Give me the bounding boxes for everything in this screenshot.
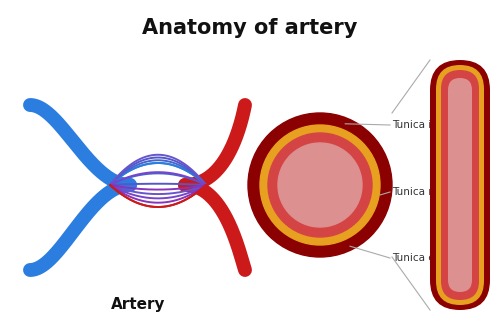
Text: Tunica externa: Tunica externa — [392, 253, 468, 263]
FancyBboxPatch shape — [441, 70, 479, 300]
Text: Anatomy of artery: Anatomy of artery — [142, 18, 358, 38]
Circle shape — [268, 133, 372, 237]
Polygon shape — [248, 155, 290, 215]
FancyBboxPatch shape — [430, 60, 490, 310]
Text: Tunica media: Tunica media — [392, 187, 461, 197]
Text: Artery: Artery — [111, 298, 165, 313]
Circle shape — [248, 113, 392, 257]
FancyBboxPatch shape — [448, 78, 472, 292]
Text: Tunica intima: Tunica intima — [392, 120, 462, 130]
FancyBboxPatch shape — [436, 65, 484, 305]
Circle shape — [278, 143, 362, 227]
Circle shape — [260, 125, 380, 245]
